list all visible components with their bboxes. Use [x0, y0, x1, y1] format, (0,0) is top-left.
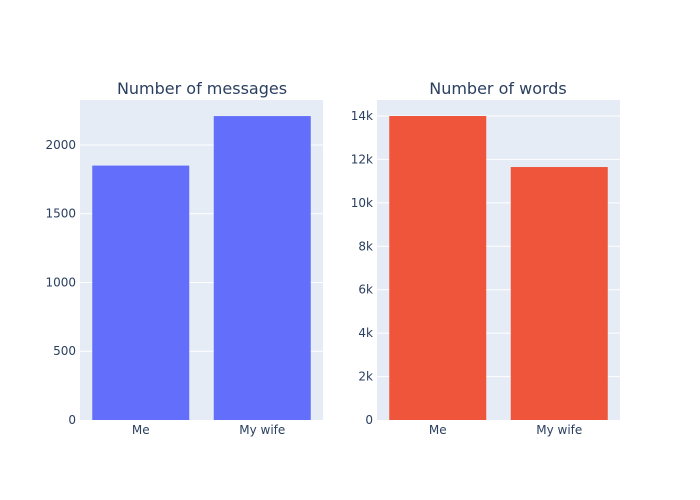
bar-me — [389, 116, 487, 420]
bar-my-wife — [213, 116, 311, 420]
x-tick-label: My wife — [536, 423, 582, 437]
y-tick-label: 1000 — [45, 275, 76, 289]
x-tick-label: Me — [132, 423, 150, 437]
y-tick-label: 0 — [365, 413, 373, 427]
y-tick-label: 6k — [358, 283, 373, 297]
y-tick-label: 0 — [68, 413, 76, 427]
y-tick-label: 14k — [351, 109, 373, 123]
y-tick-label: 1500 — [45, 207, 76, 221]
subplot-words: 0 2k 4k 6k 8k 10k 12k 14k Me My wife Number of wor… — [351, 79, 620, 437]
y-tick-label: 10k — [351, 196, 373, 210]
y-tick-label: 2000 — [45, 138, 76, 152]
x-tick-label: Me — [429, 423, 447, 437]
x-tick-label: My wife — [239, 423, 285, 437]
y-tick-label: 2k — [358, 370, 373, 384]
subplot-messages: 0 500 1000 1500 2000 Me My wife Number of messa… — [45, 79, 323, 437]
subplot-title: Number of words — [429, 79, 567, 98]
bar-my-wife — [510, 167, 608, 420]
y-tick-label: 500 — [53, 344, 76, 358]
y-tick-label: 4k — [358, 326, 373, 340]
y-tick-label: 8k — [358, 239, 373, 253]
y-tick-label: 12k — [351, 152, 373, 166]
subplot-title: Number of messages — [117, 79, 287, 98]
bar-me — [92, 165, 190, 420]
